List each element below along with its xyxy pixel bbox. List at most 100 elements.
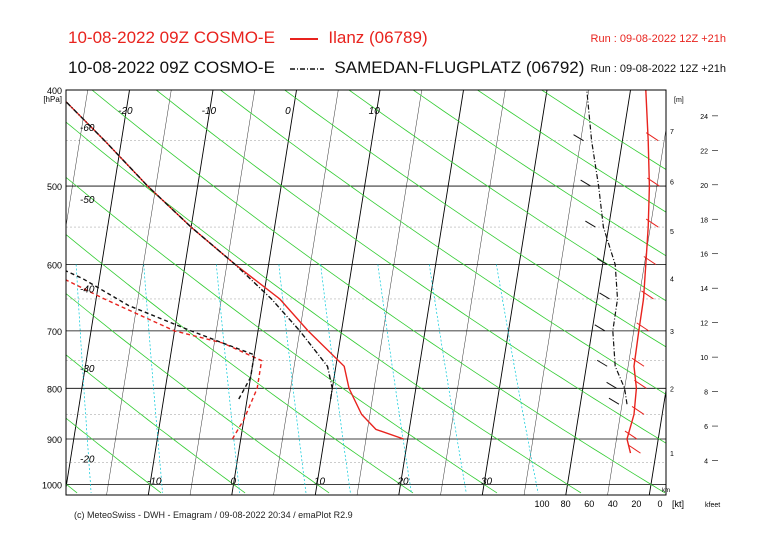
isotherm-left-label: -50 <box>80 195 95 206</box>
height-kfeet-tick-label: 24 <box>700 114 708 121</box>
wind-speed-tick-label: 60 <box>584 499 594 509</box>
wind-barb-samedan <box>606 381 617 389</box>
title-ilanz-text: 10-08-2022 09Z COSMO-E <box>68 28 275 47</box>
isotherm-top-label: 10 <box>369 106 381 117</box>
isotherm-left-label: -30 <box>80 364 95 375</box>
height-m-tick-label: 7 <box>670 129 674 136</box>
wind-barb-ilanz <box>631 406 645 415</box>
isotherm-tick-label: -10 <box>147 476 162 487</box>
dry-adiabat-line <box>412 90 666 257</box>
footer-credit: (c) MeteoSwiss - DWH - Emagram / 09-08-2… <box>74 510 353 520</box>
isotherm-line <box>733 90 766 495</box>
dry-adiabat-line <box>66 354 246 494</box>
wind-barb-ilanz <box>631 357 645 367</box>
title-samedan: 10-08-2022 09Z COSMO-E SAMEDAN-FLUGPLATZ… <box>68 58 584 78</box>
dry-adiabat-line <box>477 90 666 213</box>
dry-adiabat-line <box>155 90 666 444</box>
dry-adiabat-line <box>91 90 666 494</box>
pressure-unit-label: [hPa] <box>43 95 62 104</box>
height-kfeet-tick-label: 22 <box>700 148 708 155</box>
mixing-ratio-line <box>496 264 539 493</box>
run-info-samedan: Run : 09-08-2022 12Z +21h <box>590 63 726 75</box>
isotherm-top-label: 0 <box>285 106 291 117</box>
title-ilanz: 10-08-2022 09Z COSMO-E Ilanz (06789) <box>68 28 428 48</box>
height-m-tick-label: 4 <box>670 277 674 284</box>
pressure-tick-label: 700 <box>47 327 62 337</box>
temperature-profile-samedan <box>66 100 334 400</box>
wind-barb-samedan <box>596 359 608 367</box>
wind-barb-samedan <box>596 258 608 265</box>
height-kfeet-tick-label: 12 <box>700 321 708 328</box>
dry-adiabat-line <box>220 90 666 395</box>
height-kfeet-tick-label: 10 <box>700 355 708 362</box>
height-m-tick-label: 2 <box>670 386 674 393</box>
wind-barb-samedan <box>585 220 596 228</box>
isotherm-line <box>0 90 4 495</box>
pressure-tick-label: 500 <box>47 182 62 192</box>
dry-adiabat-line <box>66 417 162 494</box>
wind-speed-tick-label: 20 <box>631 499 641 509</box>
height-kfeet-tick-label: 20 <box>700 183 708 190</box>
dry-adiabat-line <box>284 90 666 348</box>
height-kfeet-tick-label: 6 <box>704 424 708 431</box>
isotherm-left-label: -60 <box>80 123 95 134</box>
wind-barb-ilanz <box>643 256 657 265</box>
wind-speed-tick-label: 40 <box>608 499 618 509</box>
title-ilanz-station: Ilanz (06789) <box>328 28 428 47</box>
dewpoint-profile-ilanz <box>66 279 263 440</box>
dry-adiabat-line <box>66 293 330 494</box>
wind-unit-label: [kt] <box>672 499 684 509</box>
height-kfeet-tick-label: 14 <box>700 286 708 293</box>
wind-barb-samedan <box>573 134 584 142</box>
wind-speed-tick-label: 80 <box>561 499 571 509</box>
title-samedan-text: 10-08-2022 09Z COSMO-E <box>68 58 275 77</box>
mixing-ratio-line <box>215 264 240 493</box>
isotherm-line <box>607 127 666 495</box>
pressure-tick-label: 600 <box>47 261 62 271</box>
height-m-tick-label: 3 <box>670 329 674 336</box>
wind-barb-ilanz <box>645 218 659 228</box>
height-m-tick-label: 5 <box>670 229 674 236</box>
isotherm-line <box>481 90 548 495</box>
pressure-tick-label: 1000 <box>42 480 62 490</box>
isotherm-line <box>565 90 631 495</box>
isotherm-tick-label: 30 <box>481 476 493 487</box>
height-kfeet-unit-label: kfeet <box>705 502 720 509</box>
isotherm-tick-label: 10 <box>314 476 326 487</box>
isotherm-line <box>189 90 255 495</box>
legend-dashdot-line-icon <box>289 67 324 70</box>
mixing-ratio-line <box>75 264 92 493</box>
height-kfeet-tick-label: 18 <box>700 217 708 224</box>
pressure-tick-label: 800 <box>47 384 62 394</box>
wind-barb-ilanz <box>636 322 650 332</box>
isotherm-line <box>106 90 172 495</box>
dry-adiabat-line <box>66 234 414 494</box>
wind-barb-samedan <box>599 292 610 300</box>
isotherm-line <box>66 90 130 491</box>
wind-barb-ilanz <box>628 444 641 454</box>
isotherm-top-label: -10 <box>202 106 217 117</box>
isotherm-tick-label: 20 <box>397 476 410 487</box>
wind-speed-profile-samedan <box>586 90 628 405</box>
isotherm-left-label: -20 <box>80 454 95 465</box>
wind-barb-samedan <box>577 90 579 91</box>
pressure-tick-label: 400 <box>47 86 62 96</box>
isotherm-line <box>0 90 46 495</box>
wind-barb-samedan <box>608 397 620 405</box>
wind-barb-ilanz <box>647 177 660 187</box>
wind-barb-ilanz <box>634 379 647 389</box>
wind-barb-samedan <box>580 179 591 187</box>
mixing-ratio-line <box>428 264 467 493</box>
wind-barb-ilanz <box>624 430 638 440</box>
isotherm-line <box>66 90 88 228</box>
legend-red-line-icon <box>289 37 318 40</box>
isotherm-left-label: -40 <box>80 284 95 295</box>
isotherm-line <box>356 90 422 495</box>
wind-barb-ilanz <box>645 132 659 142</box>
height-kfeet-tick-label: 8 <box>704 390 708 397</box>
height-kfeet-tick-label: 16 <box>700 252 708 259</box>
height-m-tick-label: 6 <box>670 180 674 187</box>
wind-speed-profile-ilanz <box>626 90 651 454</box>
wind-speed-tick-label: 100 <box>534 499 549 509</box>
